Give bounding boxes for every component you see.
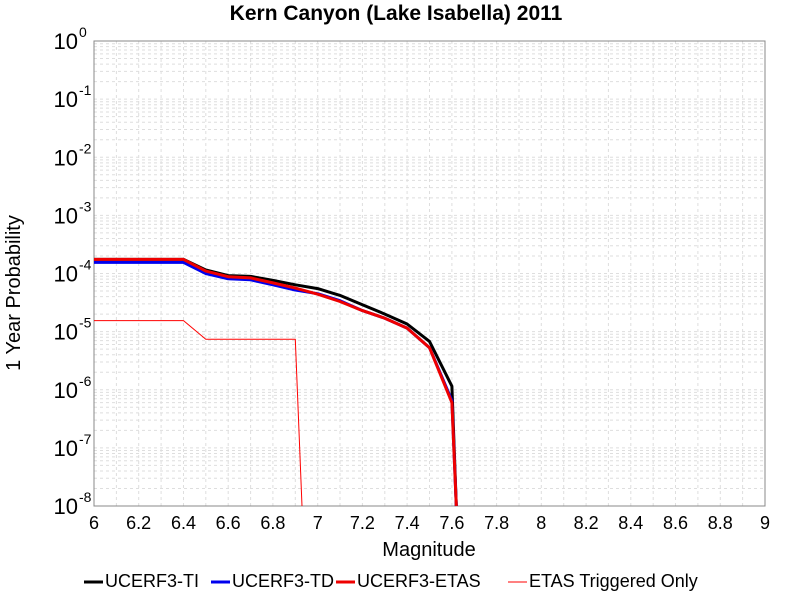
x-tick-label: 7.6 [439, 513, 464, 533]
y-tick-label: 10 -7 [54, 431, 92, 461]
y-tick-base: 10 [54, 29, 78, 54]
legend-label: ETAS Triggered Only [529, 571, 698, 591]
y-tick-label: 10 -1 [54, 82, 92, 112]
y-tick-exponent: -5 [79, 315, 92, 331]
x-axis-label: Magnitude [382, 539, 475, 561]
x-tick-label: 6.2 [126, 513, 151, 533]
x-tick-label: 8.4 [618, 513, 643, 533]
y-tick-label: 10 -6 [54, 373, 92, 403]
legend-label: UCERF3-TD [232, 571, 334, 591]
y-tick-label: 10 -2 [54, 140, 92, 170]
y-tick-exponent: 0 [79, 24, 87, 40]
y-tick-base: 10 [54, 262, 78, 287]
x-tick-label: 8.6 [663, 513, 688, 533]
y-tick-base: 10 [54, 378, 78, 403]
y-tick-label: 10 -8 [54, 489, 92, 519]
x-tick-label: 7.4 [395, 513, 420, 533]
series-line-etas-triggered-only [94, 320, 303, 507]
series-line-ucerf3-td [94, 260, 458, 507]
grid-lines [93, 41, 765, 507]
y-tick-exponent: -6 [79, 373, 92, 389]
x-tick-label: 6.4 [171, 513, 196, 533]
y-tick-base: 10 [54, 145, 78, 170]
x-tick-label: 7 [313, 513, 323, 533]
x-tick-label: 8.2 [574, 513, 599, 533]
x-tick-label: 7.2 [350, 513, 375, 533]
y-axis-label: 1 Year Probability [3, 215, 25, 371]
y-tick-label: 10 -5 [54, 315, 92, 345]
y-tick-exponent: -1 [79, 82, 92, 98]
y-tick-label: 10 0 [54, 24, 87, 54]
x-tick-label: 9 [760, 513, 770, 533]
chart-title: Kern Canyon (Lake Isabella) 2011 [230, 2, 563, 25]
y-tick-label: 10 -3 [54, 198, 92, 228]
series-line-ucerf3-etas [94, 257, 458, 507]
y-tick-exponent: -8 [79, 489, 92, 505]
x-tick-label: 6.8 [260, 513, 285, 533]
legend-label: UCERF3-ETAS [357, 571, 481, 591]
y-tick-base: 10 [54, 203, 78, 228]
y-tick-label: 10 -4 [54, 257, 92, 287]
x-tick-label: 6.6 [216, 513, 241, 533]
y-tick-exponent: -3 [79, 198, 92, 214]
x-tick-label: 8 [536, 513, 546, 533]
legend: UCERF3-TI UCERF3-TD UCERF3-ETAS ETAS Trigge… [84, 571, 698, 591]
y-tick-base: 10 [54, 436, 78, 461]
x-tick-label: 7.8 [484, 513, 509, 533]
y-tick-base: 10 [54, 320, 78, 345]
y-tick-exponent: -7 [79, 431, 92, 447]
y-tick-exponent: -2 [79, 140, 92, 156]
y-tick-exponent: -4 [79, 257, 92, 273]
x-tick-label: 6 [89, 513, 99, 533]
legend-label: UCERF3-TI [105, 571, 199, 591]
y-tick-base: 10 [54, 494, 78, 519]
x-tick-label: 8.8 [708, 513, 733, 533]
x-axis-ticks: 6 6.2 6.4 6.6 6.8 7 7.2 7.4 7.6 7.8 8 8.2 8.4 8.6 8.8 9 [89, 513, 770, 533]
series-lines [94, 257, 458, 507]
plot-area-frame [93, 40, 766, 507]
y-tick-base: 10 [54, 87, 78, 112]
